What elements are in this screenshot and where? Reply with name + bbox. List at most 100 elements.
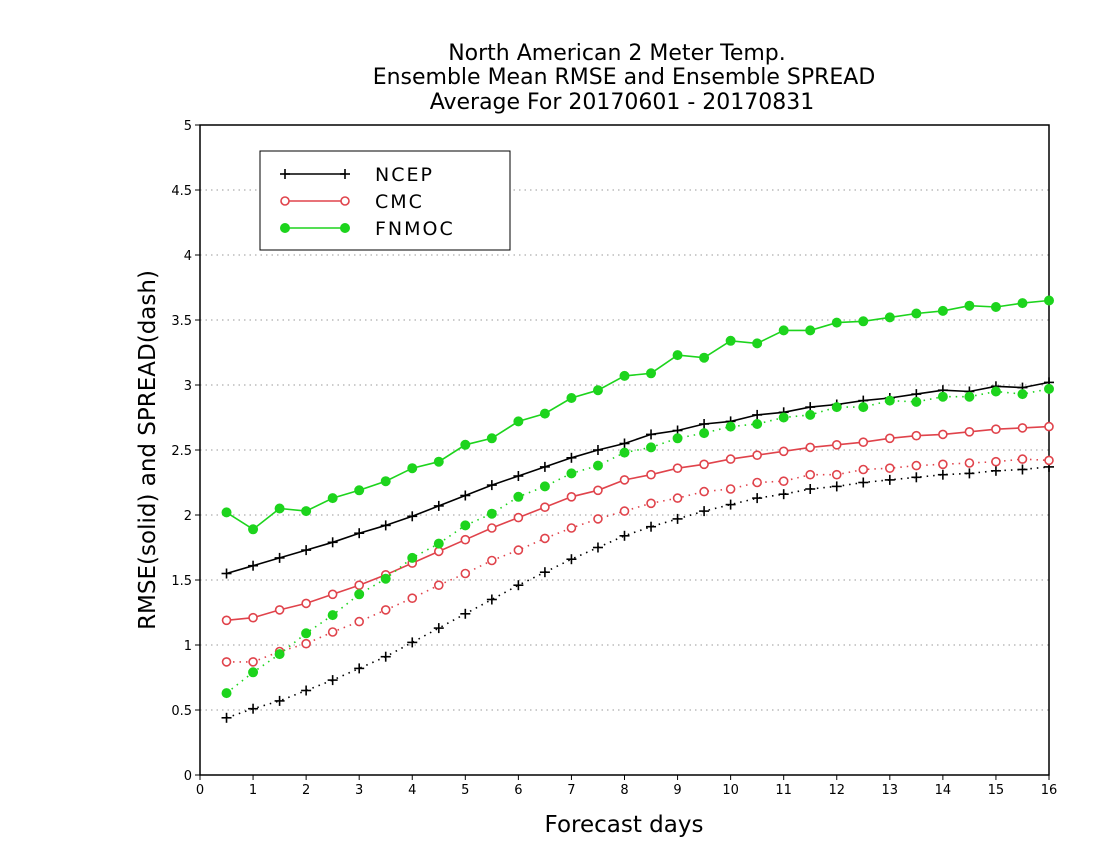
ncep-spread-point [858,477,869,488]
x-tick-label: 2 [302,783,310,798]
fnmoc-rmse-point [858,316,869,327]
y-tick-label: 0.5 [171,704,192,719]
cmc-rmse-point [566,491,577,502]
fnmoc-rmse-point [619,370,630,381]
ncep-spread-point [990,465,1001,476]
fnmoc-rmse-line [226,299,1050,531]
fnmoc-spread-point [354,589,365,600]
cmc-spread-point [433,580,444,591]
cmc-spread-point [646,498,656,509]
cmc-rmse-point [1017,423,1028,433]
cmc-spread-point [911,460,922,471]
cmc-spread-point [619,506,630,516]
ncep-spread-point [778,489,789,500]
ncep-spread-point [327,675,338,686]
fnmoc-spread-point [221,688,232,699]
axis-ticks: 00.511.522.533.544.550 1 2 3 4 5 6 7 8 9 10 11 12 13 1… [171,119,1057,798]
fnmoc-spread-point [1017,389,1028,400]
fnmoc-rmse-point [513,416,524,427]
ncep-rmse-point [699,419,710,429]
ncep-spread-point [486,594,497,605]
y-tick-label: 2.5 [171,444,192,459]
ncep-spread-point [752,493,763,504]
fnmoc-spread-point [699,428,710,439]
legend-label-fnmoc: FNMOC [375,218,455,240]
x-tick-label: 14 [935,783,952,798]
fnmoc-rmse-point [380,476,391,487]
cmc-spread-point [248,657,258,667]
fnmoc-rmse-point [725,335,736,346]
fnmoc-spread-point [1044,383,1054,394]
fnmoc-rmse-point [778,325,789,336]
ncep-spread-point [805,484,816,494]
cmc-rmse-point [1044,421,1054,432]
ncep-rmse-point [486,480,497,491]
cmc-rmse-point [805,442,816,453]
x-tick-label: 12 [828,783,845,798]
cmc-spread-point [725,484,736,494]
cmc-rmse-line [226,425,1050,622]
cmc-rmse-point [672,463,683,474]
x-tick-label: 3 [355,783,363,798]
cmc-rmse-point [301,598,311,609]
fnmoc-rmse-point [566,393,577,403]
fnmoc-rmse-point [486,433,497,444]
ncep-spread-point [301,685,312,696]
cmc-spread-point [778,476,789,487]
cmc-rmse-point [699,459,709,470]
fnmoc-spread-point [884,395,895,406]
ncep-spread-point [699,506,710,517]
ncep-spread-point [407,637,418,648]
legend-label-cmc: CMC [375,191,424,213]
cmc-rmse-point [725,454,736,464]
cmc-spread-line [226,458,1050,663]
y-tick-label: 1.5 [171,574,192,589]
cmc-spread-point [513,545,524,555]
cmc-spread-point [487,555,497,566]
cmc-rmse-point [433,546,444,557]
cmc-spread-point [991,456,1001,467]
legend-marker-fnmoc [340,223,350,233]
fnmoc-rmse-point [911,308,922,319]
chart-title-line-1: North American 2 Meter Temp. [448,41,786,66]
fnmoc-rmse-point [699,352,710,363]
cmc-rmse-point [619,475,630,485]
cmc-spread-point [327,627,338,637]
cmc-rmse-point [752,450,762,461]
cmc-rmse-point [991,424,1001,435]
ncep-spread-line [226,466,1050,719]
x-tick-label: 9 [673,783,681,798]
ncep-spread-point [725,499,736,510]
cmc-spread-point [964,458,975,468]
cmc-spread-point [221,657,232,667]
cmc-spread-point [831,469,842,480]
cmc-spread-point [407,593,418,604]
fnmoc-spread-point [539,481,550,492]
cmc-spread-point [540,533,550,544]
fnmoc-spread-point [752,419,763,429]
fnmoc-rmse-point [672,350,683,361]
ncep-rmse-point [513,471,524,481]
y-tick-label: 2 [184,509,192,524]
legend-item-ncep: NCEP [280,164,432,186]
ncep-rmse-point [539,461,550,472]
x-tick-label: 16 [1041,783,1058,798]
fnmoc-rmse-point [248,524,259,535]
ncep-spread-point [248,703,259,714]
fnmoc-spread-point [619,447,630,458]
legend-item-fnmoc: FNMOC [280,218,455,240]
fnmoc-rmse-point [1044,295,1054,306]
fnmoc-spread-point [911,396,922,407]
fnmoc-spread-point [433,538,444,549]
cmc-rmse-point [885,433,895,444]
x-tick-label: 8 [620,783,628,798]
cmc-rmse-point [964,426,975,437]
ncep-spread-point [354,663,365,674]
legend-marker-ncep [280,169,290,179]
ncep-spread-point [672,513,683,524]
ncep-rmse-point [433,500,444,511]
legend-marker-cmc [340,196,350,206]
ncep-spread-point [831,481,842,492]
fnmoc-spread-point [274,649,285,660]
ncep-spread-point [911,472,922,483]
